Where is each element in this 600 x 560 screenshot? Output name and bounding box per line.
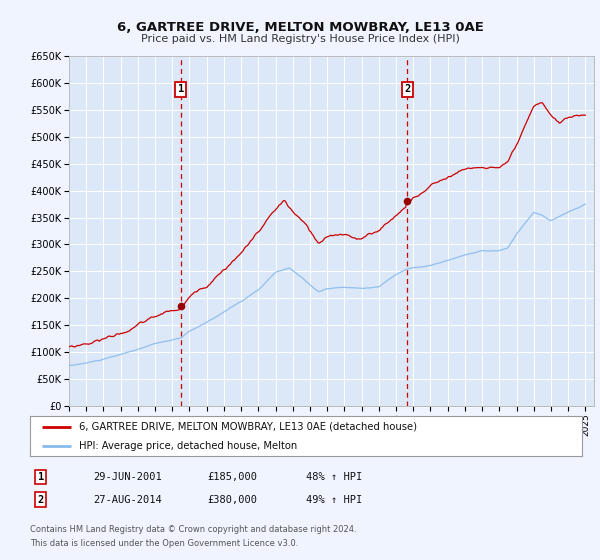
- Text: £380,000: £380,000: [207, 494, 257, 505]
- Text: 6, GARTREE DRIVE, MELTON MOWBRAY, LE13 0AE (detached house): 6, GARTREE DRIVE, MELTON MOWBRAY, LE13 0…: [79, 422, 416, 432]
- Text: Contains HM Land Registry data © Crown copyright and database right 2024.: Contains HM Land Registry data © Crown c…: [30, 525, 356, 534]
- Text: HPI: Average price, detached house, Melton: HPI: Average price, detached house, Melt…: [79, 441, 297, 450]
- Text: 27-AUG-2014: 27-AUG-2014: [93, 494, 162, 505]
- Text: This data is licensed under the Open Government Licence v3.0.: This data is licensed under the Open Gov…: [30, 539, 298, 548]
- Text: 1: 1: [178, 84, 184, 94]
- Text: 2: 2: [38, 494, 44, 505]
- Text: 2: 2: [404, 84, 410, 94]
- Text: 48% ↑ HPI: 48% ↑ HPI: [306, 472, 362, 482]
- Text: Price paid vs. HM Land Registry's House Price Index (HPI): Price paid vs. HM Land Registry's House …: [140, 34, 460, 44]
- Text: 6, GARTREE DRIVE, MELTON MOWBRAY, LE13 0AE: 6, GARTREE DRIVE, MELTON MOWBRAY, LE13 0…: [116, 21, 484, 34]
- Text: 29-JUN-2001: 29-JUN-2001: [93, 472, 162, 482]
- Text: 1: 1: [38, 472, 44, 482]
- Text: 49% ↑ HPI: 49% ↑ HPI: [306, 494, 362, 505]
- Text: £185,000: £185,000: [207, 472, 257, 482]
